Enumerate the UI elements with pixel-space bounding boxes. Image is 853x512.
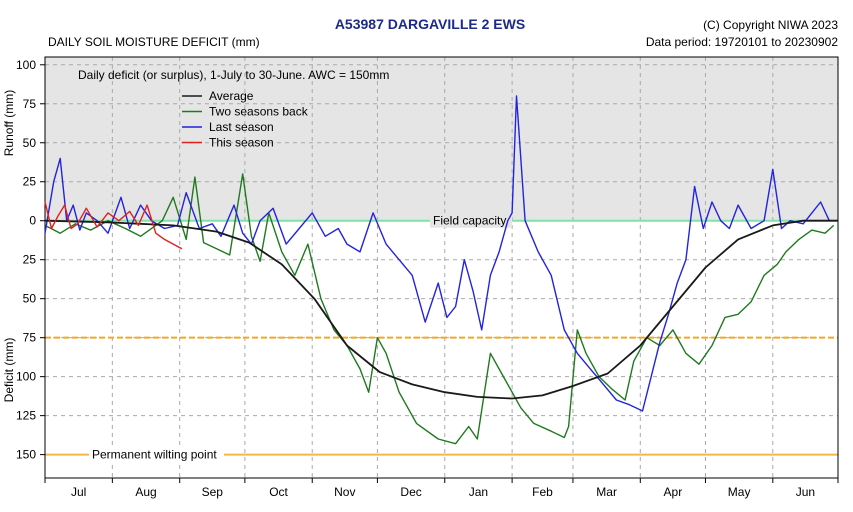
y-tick-label: 150 [16, 448, 36, 462]
copyright-text: (C) Copyright NIWA 2023 [703, 18, 838, 32]
y-tick-label: 50 [23, 136, 37, 150]
y-tick-label: 25 [23, 175, 37, 189]
x-tick-label: Jul [71, 485, 86, 499]
x-tick-label: Sep [202, 485, 224, 499]
legend-label: Average [209, 89, 254, 103]
x-tick-label: Dec [400, 485, 421, 499]
data-period-text: Data period: 19720101 to 20230902 [646, 35, 838, 49]
legend-label: This season [209, 136, 274, 150]
y-tick-label: 50 [23, 292, 37, 306]
series-line [44, 201, 183, 250]
y-tick-label: 75 [23, 331, 37, 345]
legend-label: Two seasons back [209, 105, 309, 119]
series-line [44, 219, 838, 400]
x-tick-label: Mar [596, 485, 617, 499]
station-title: A53987 DARGAVILLE 2 EWS [335, 16, 525, 32]
x-tick-label: Nov [334, 485, 355, 499]
x-tick-label: Feb [532, 485, 553, 499]
y-tick-label: 0 [29, 214, 36, 228]
x-tick-label: Apr [664, 485, 683, 499]
y-label-top: Runoff (mm) [2, 90, 16, 156]
reference-label-bg [430, 212, 512, 228]
series-line [44, 95, 830, 412]
reference-label-bg [89, 446, 224, 462]
x-tick-label: Aug [135, 485, 156, 499]
x-tick-label: Oct [269, 485, 288, 499]
series-line [44, 173, 835, 445]
reference-label: Field capacity [433, 214, 506, 228]
series-lines [44, 95, 838, 445]
chart-note: Daily deficit (or surplus), 1-July to 30… [78, 68, 389, 82]
y-label-bottom: Deficit (mm) [2, 338, 16, 403]
reference-label: Permanent wilting point [92, 448, 217, 462]
legend-label: Last season [209, 120, 274, 134]
plot-area [45, 57, 838, 478]
y-tick-label: 100 [16, 58, 36, 72]
y-tick-label: 125 [16, 409, 36, 423]
x-tick-label: Jun [796, 485, 815, 499]
y-tick-label: 100 [16, 370, 36, 384]
y-tick-label: 25 [23, 253, 37, 267]
plot-frame [44, 56, 839, 479]
chart-subtitle: DAILY SOIL MOISTURE DEFICIT (mm) [48, 35, 260, 49]
y-tick-label: 75 [23, 97, 37, 111]
x-tick-label: May [728, 485, 751, 499]
x-tick-label: Jan [469, 485, 488, 499]
